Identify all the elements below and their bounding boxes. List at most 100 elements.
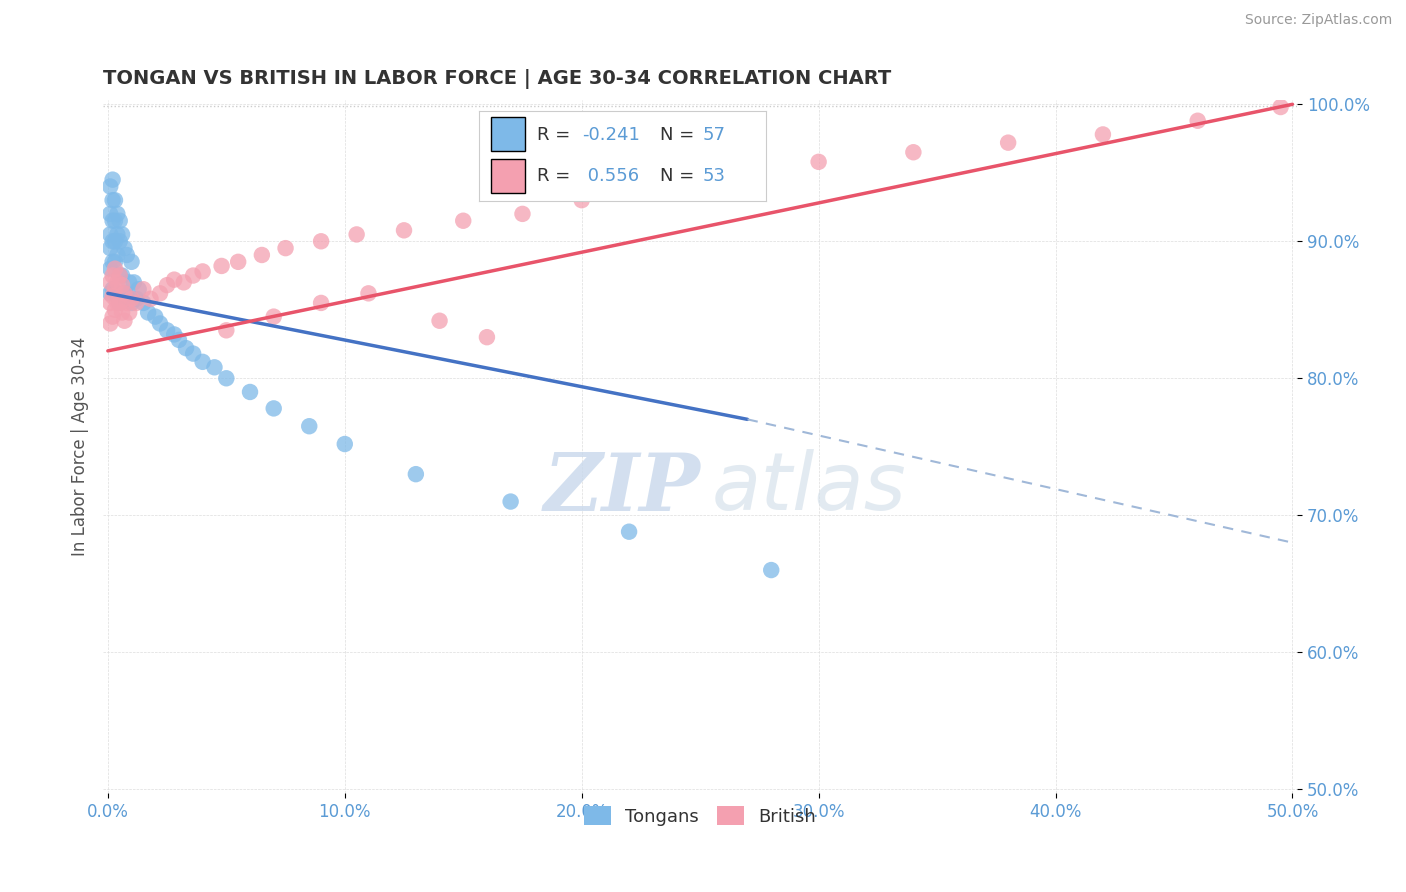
Point [104,255,127,269]
Point [98,207,121,221]
Point [115,296,138,310]
Point [215,371,238,385]
Text: atlas: atlas [711,450,907,527]
Point [429,314,451,328]
Point [250,248,273,262]
Point [724,169,747,183]
Point [121,292,143,306]
Point [105,248,128,262]
Point [357,286,380,301]
Point [512,207,534,221]
Point [128,282,150,296]
Point [239,384,262,399]
Text: Source: ZipAtlas.com: Source: ZipAtlas.com [1244,13,1392,28]
Point [114,286,136,301]
Y-axis label: In Labor Force | Age 30-34: In Labor Force | Age 30-34 [72,337,89,557]
Point [451,213,474,227]
Point [101,310,124,324]
Point [204,360,226,375]
Point [167,333,190,347]
Point [114,241,136,255]
Point [115,289,138,303]
Point [98,227,121,242]
Point [997,136,1019,150]
Point [111,227,134,242]
Point [104,193,127,207]
Point [101,289,124,303]
Point [101,193,124,207]
Point [333,437,356,451]
Point [105,296,128,310]
Point [309,296,332,310]
Point [181,268,204,283]
Point [98,296,121,310]
Point [105,276,128,290]
Point [163,272,186,286]
Point [156,278,179,293]
Point [101,213,124,227]
Point [101,268,124,283]
Point [139,292,162,306]
Point [149,317,172,331]
Point [211,259,233,273]
Point [346,227,368,242]
Point [118,305,141,319]
Point [101,282,124,296]
Point [98,241,121,255]
Point [104,282,127,296]
Point [104,261,127,276]
Point [263,310,285,324]
Point [149,286,172,301]
Text: ZIP: ZIP [543,450,700,527]
Point [121,296,143,310]
Point [807,154,830,169]
Point [111,278,134,293]
Point [105,286,128,301]
Legend: Tongans, British: Tongans, British [576,799,824,833]
Point [163,327,186,342]
Point [104,234,127,248]
Point [121,255,143,269]
Point [475,330,498,344]
Point [226,255,249,269]
Point [136,305,159,319]
Point [132,282,155,296]
Point [108,296,131,310]
Point [191,355,214,369]
Point [108,296,131,310]
Point [98,276,121,290]
Point [156,323,179,337]
Point [571,193,593,207]
Point [98,261,121,276]
Point [114,286,136,301]
Point [105,227,128,242]
Text: TONGAN VS BRITISH IN LABOR FORCE | AGE 30-34 CORRELATION CHART: TONGAN VS BRITISH IN LABOR FORCE | AGE 3… [103,69,891,88]
Point [263,401,285,416]
Point [108,268,131,283]
Point [111,305,134,319]
Point [101,234,124,248]
Point [98,286,121,301]
Point [1270,100,1292,114]
Point [108,268,131,283]
Point [105,207,128,221]
Point [125,292,148,306]
Point [132,296,155,310]
Point [98,317,121,331]
Point [298,419,321,434]
Point [392,223,415,237]
Point [274,241,297,255]
Point [111,268,134,283]
Point [174,341,197,355]
Point [309,234,332,248]
Point [1187,113,1209,128]
Point [118,276,141,290]
Point [114,314,136,328]
Point [101,172,124,186]
Point [122,276,145,290]
Point [108,234,131,248]
Point [903,145,925,160]
Point [761,563,783,577]
Point [98,179,121,194]
Point [617,524,640,539]
